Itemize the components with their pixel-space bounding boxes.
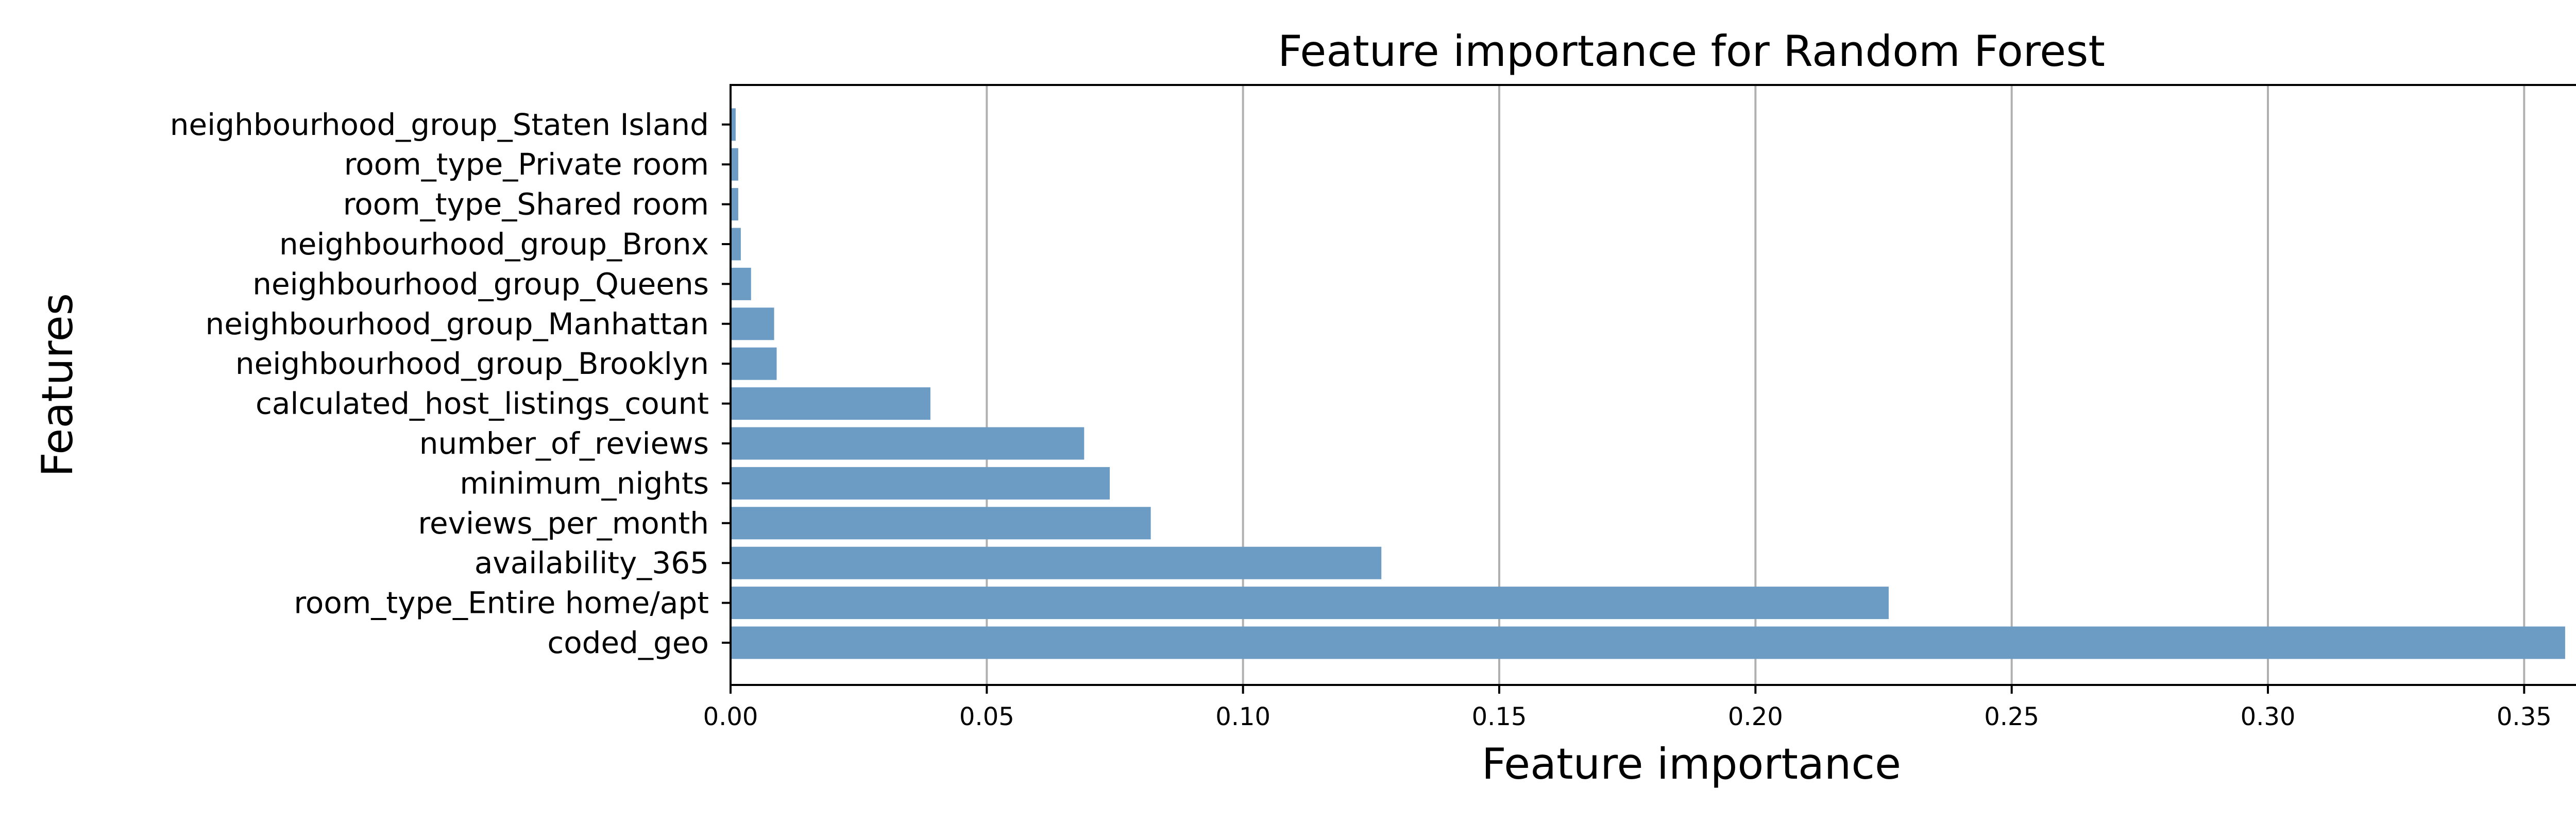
x-axis-ticks: 0.00 0.05 0.10 0.15 0.20 0.25 0.30 0.35 bbox=[703, 685, 2552, 731]
y-tick-label: coded_geo bbox=[547, 625, 709, 660]
y-tick-label: availability_365 bbox=[474, 545, 709, 580]
bars bbox=[731, 108, 2565, 659]
x-tick-label: 0.10 bbox=[1215, 702, 1270, 731]
x-tick-label: 0.35 bbox=[2497, 702, 2552, 731]
y-tick-label: neighbourhood_group_Staten Island bbox=[170, 107, 709, 142]
plot-frame bbox=[730, 84, 2576, 686]
bar bbox=[731, 427, 1084, 460]
y-tick-label: room_type_Private room bbox=[344, 147, 709, 182]
y-tick-label: number_of_reviews bbox=[419, 426, 709, 461]
bar bbox=[731, 587, 1889, 620]
x-tick-label: 0.20 bbox=[1728, 702, 1783, 731]
bar bbox=[731, 307, 774, 340]
x-axis-label: Feature importance bbox=[1482, 739, 1901, 789]
y-tick-label: neighbourhood_group_Bronx bbox=[279, 227, 709, 262]
y-tick-label: room_type_Entire home/apt bbox=[294, 586, 709, 621]
y-axis-ticks: coded_geo room_type_Entire home/apt availa… bbox=[170, 107, 731, 660]
bar bbox=[731, 148, 738, 181]
y-tick-label: calculated_host_listings_count bbox=[256, 386, 709, 421]
bar bbox=[731, 347, 777, 380]
grid-lines bbox=[986, 85, 2526, 685]
bar bbox=[731, 267, 751, 300]
y-tick-label: room_type_Shared room bbox=[343, 187, 709, 222]
bar bbox=[731, 108, 736, 141]
x-tick-label: 0.25 bbox=[1984, 702, 2039, 731]
x-tick-label: 0.00 bbox=[703, 702, 758, 731]
y-axis-label: Features bbox=[32, 293, 82, 477]
bar bbox=[731, 467, 1110, 500]
bar bbox=[731, 507, 1151, 540]
bar bbox=[731, 228, 741, 261]
y-tick-label: reviews_per_month bbox=[418, 506, 709, 541]
y-tick-label: neighbourhood_group_Brooklyn bbox=[235, 346, 709, 381]
bar bbox=[731, 626, 2565, 659]
y-tick-label: neighbourhood_group_Manhattan bbox=[206, 306, 709, 341]
bar bbox=[731, 188, 738, 221]
bar bbox=[731, 387, 930, 420]
bar bbox=[731, 546, 1382, 579]
x-tick-label: 0.05 bbox=[959, 702, 1014, 731]
x-tick-label: 0.15 bbox=[1472, 702, 1527, 731]
chart-title: Feature importance for Random Forest bbox=[1278, 26, 2105, 76]
y-tick-label: neighbourhood_group_Queens bbox=[252, 266, 709, 301]
y-tick-label: minimum_nights bbox=[460, 466, 709, 501]
x-tick-label: 0.30 bbox=[2241, 702, 2296, 731]
